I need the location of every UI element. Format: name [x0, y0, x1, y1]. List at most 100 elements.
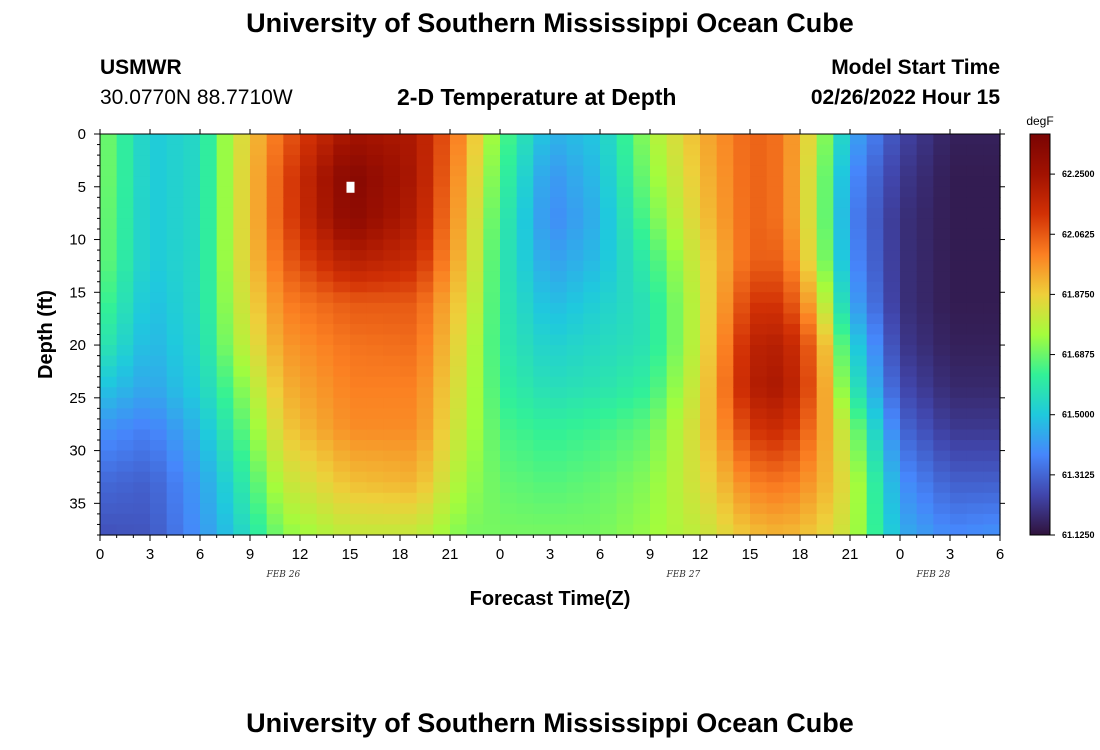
heatmap-cell [466, 440, 484, 452]
heatmap-cell [483, 218, 501, 230]
heatmap-cell [616, 513, 634, 526]
heatmap-cell [116, 524, 134, 536]
heatmap-cell [983, 176, 1001, 188]
heatmap-cell [650, 450, 668, 462]
heatmap-cell [350, 165, 368, 177]
heatmap-cell [366, 165, 384, 177]
heatmap-cell [750, 144, 768, 156]
heatmap-cell [333, 376, 351, 388]
heatmap-cell [516, 429, 534, 441]
heatmap-cell [183, 471, 201, 483]
heatmap-cell [716, 250, 734, 262]
heatmap-cell [316, 250, 334, 262]
heatmap-cell [933, 387, 951, 399]
heatmap-cell [666, 302, 684, 314]
heatmap-cell [116, 503, 134, 515]
heatmap-cell [183, 281, 201, 293]
heatmap-cell [900, 408, 918, 420]
heatmap-cell [933, 239, 951, 251]
heatmap-cell [200, 260, 218, 272]
heatmap-cell [350, 313, 368, 325]
heatmap-cell [250, 524, 268, 536]
heatmap-cell [200, 313, 218, 325]
heatmap-cell [583, 186, 601, 198]
heatmap-cell [783, 376, 801, 388]
heatmap-cell [266, 461, 284, 473]
heatmap-cell [350, 176, 368, 188]
heatmap-cell [666, 250, 684, 262]
heatmap-cell [816, 186, 834, 198]
heatmap-cell [250, 260, 268, 272]
heatmap-cell [983, 239, 1001, 251]
heatmap-cell [483, 334, 501, 346]
heatmap-cell [800, 271, 818, 283]
heatmap-cell [316, 440, 334, 452]
heatmap-cell [533, 366, 551, 378]
heatmap-cell [183, 450, 201, 462]
heatmap-cell [266, 302, 284, 314]
heatmap-cell [600, 408, 618, 420]
heatmap-cell [650, 418, 668, 431]
heatmap-cell [733, 408, 751, 420]
heatmap-cell [650, 408, 668, 420]
heatmap-cell [666, 440, 684, 452]
heatmap-cell [566, 503, 584, 515]
heatmap-cell [516, 524, 534, 536]
heatmap-cell [533, 440, 551, 452]
heatmap-cell [566, 482, 584, 494]
heatmap-cell [116, 302, 134, 314]
heatmap-cell [566, 250, 584, 262]
heatmap-cell [283, 471, 301, 483]
heatmap-cell [350, 250, 368, 262]
heatmap-cell [466, 492, 484, 504]
heatmap-cell [116, 513, 134, 526]
heatmap-cell [433, 260, 451, 272]
heatmap-cell [483, 207, 501, 220]
heatmap-cell [583, 165, 601, 177]
heatmap-cell [283, 302, 301, 314]
heatmap-cell [300, 144, 318, 156]
heatmap-cell [983, 165, 1001, 177]
heatmap-cell [900, 323, 918, 336]
heatmap-cell [783, 228, 801, 241]
heatmap-cell [233, 302, 251, 314]
heatmap-cell [566, 207, 584, 220]
heatmap-cell [683, 134, 701, 146]
heatmap-cell [900, 207, 918, 220]
heatmap-cell [616, 387, 634, 399]
heatmap-cell [850, 440, 868, 452]
heatmap-cell [350, 366, 368, 378]
heatmap-cell [333, 471, 351, 483]
heatmap-cell [750, 197, 768, 209]
heatmap-cell [566, 408, 584, 420]
heatmap-cell [666, 482, 684, 494]
heatmap-cell [316, 334, 334, 346]
colorbar-tick-label: 61.3125 [1062, 470, 1095, 480]
heatmap-cell [850, 482, 868, 494]
heatmap-cell [233, 313, 251, 325]
heatmap-cell [466, 408, 484, 420]
heatmap-cell [616, 239, 634, 251]
heatmap-cell [916, 250, 934, 262]
heatmap-cell [833, 250, 851, 262]
heatmap-cell [633, 482, 651, 494]
heatmap-cell [816, 292, 834, 304]
heatmap-cell [600, 450, 618, 462]
heatmap-cell [666, 471, 684, 483]
heatmap-cell [550, 239, 568, 251]
heatmap-cell [850, 366, 868, 378]
heatmap-cell [483, 482, 501, 494]
heatmap-cell [116, 355, 134, 367]
heatmap-cell [183, 144, 201, 156]
heatmap-cell [500, 366, 518, 378]
heatmap-cell [366, 418, 384, 431]
heatmap-cell [766, 503, 784, 515]
heatmap-cell [200, 134, 218, 146]
heatmap-cell [516, 397, 534, 409]
heatmap-cell [466, 271, 484, 283]
heatmap-cell [150, 323, 168, 336]
heatmap-cell [683, 239, 701, 251]
heatmap-cell [250, 366, 268, 378]
heatmap-cell [416, 155, 434, 167]
